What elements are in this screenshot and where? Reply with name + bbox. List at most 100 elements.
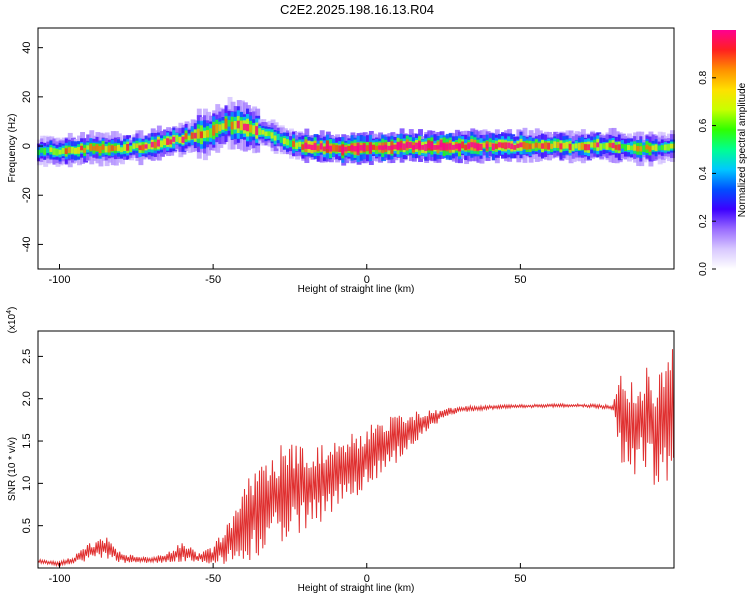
heatmap-cell bbox=[67, 147, 73, 154]
heatmap-cell bbox=[101, 144, 107, 150]
heatmap-cell bbox=[347, 145, 353, 151]
heatmap-cell bbox=[282, 138, 288, 145]
colorbar-tick-label: 0.2 bbox=[698, 214, 709, 228]
heatmap-cell bbox=[110, 145, 116, 151]
heatmap-cell bbox=[550, 143, 556, 149]
heatmap-cell bbox=[163, 138, 168, 146]
y-tick-label: 20 bbox=[21, 91, 33, 103]
heatmap-cell bbox=[451, 144, 457, 150]
heatmap-cell bbox=[590, 142, 596, 148]
heatmap-cell bbox=[55, 148, 61, 156]
y-tick-label: 40 bbox=[21, 42, 33, 54]
heatmap-cell bbox=[43, 147, 49, 155]
heatmap-cell bbox=[362, 144, 368, 151]
heatmap-cell bbox=[73, 147, 79, 154]
heatmap-cell bbox=[531, 143, 537, 149]
spectrogram-y-ticks: -40 -20 0 20 40 bbox=[21, 42, 43, 252]
heatmap-cell bbox=[328, 145, 334, 152]
heatmap-cell bbox=[58, 149, 64, 155]
heatmap-cell bbox=[279, 136, 285, 143]
colorbar-label: Normalized spectral amplitude bbox=[737, 82, 748, 217]
heatmap-cell bbox=[494, 143, 500, 149]
heatmap-cell bbox=[577, 143, 583, 150]
heatmap-cell bbox=[181, 136, 187, 143]
snr-y-ticks: 0.5 1.0 1.5 2.0 2.5 bbox=[21, 349, 43, 533]
heatmap-cell bbox=[196, 128, 202, 139]
heatmap-cell bbox=[430, 142, 436, 150]
snr-y-label: SNR (10 * v/v) bbox=[7, 437, 18, 501]
heatmap-cell bbox=[611, 142, 617, 149]
x-tick-label: 0 bbox=[364, 274, 370, 286]
heatmap-cell bbox=[98, 146, 104, 154]
heatmap-cell bbox=[540, 143, 546, 149]
y-tick-label: -20 bbox=[21, 187, 33, 203]
svg-text:(x104): (x104) bbox=[6, 307, 18, 334]
heatmap-cell bbox=[144, 144, 150, 149]
heatmap-cell bbox=[310, 144, 316, 151]
heatmap-cell bbox=[568, 143, 574, 150]
heatmap-cell bbox=[648, 146, 654, 152]
heatmap-cell bbox=[593, 142, 599, 148]
heatmap-cell bbox=[135, 143, 141, 148]
colorbar-tick-label: 0.6 bbox=[698, 118, 709, 132]
y-tick-label: 2.5 bbox=[21, 349, 33, 364]
snr-panel: -100 -50 0 50 0.5 1.0 1.5 2.0 2.5 Height of str… bbox=[6, 307, 675, 594]
heatmap-cell bbox=[52, 148, 58, 155]
heatmap-cell bbox=[178, 136, 184, 144]
heatmap-cell bbox=[473, 142, 479, 149]
heatmap-cell bbox=[645, 144, 651, 150]
heatmap-cell bbox=[580, 142, 586, 150]
heatmap-cell bbox=[332, 144, 337, 152]
spectrogram-panel: -100 -50 0 50 -40 -20 0 20 40 Height of straigh… bbox=[7, 27, 675, 295]
heatmap-cell bbox=[464, 144, 470, 151]
heatmap-cell bbox=[206, 130, 211, 138]
snr-multiplier-close: ) bbox=[7, 307, 18, 310]
y-tick-label: 1.5 bbox=[21, 433, 33, 448]
heatmap-cell bbox=[313, 143, 319, 150]
heatmap-cell bbox=[70, 147, 76, 154]
heatmap-cell bbox=[587, 144, 592, 151]
heatmap-cell bbox=[596, 142, 602, 148]
heatmap-cell bbox=[544, 142, 549, 150]
heatmap-cell bbox=[497, 142, 503, 148]
heatmap-cell bbox=[120, 147, 125, 153]
heatmap-cell bbox=[212, 125, 218, 136]
heatmap-cell bbox=[95, 144, 101, 152]
heatmap-cell bbox=[46, 147, 52, 153]
heatmap-cell bbox=[553, 141, 559, 148]
heatmap-cell bbox=[470, 142, 476, 148]
heatmap-cell bbox=[491, 143, 497, 151]
heatmap-cell bbox=[393, 144, 399, 150]
heatmap-cell bbox=[285, 139, 291, 146]
heatmap-cell bbox=[623, 144, 629, 152]
heatmap-cell bbox=[353, 146, 359, 152]
heatmap-cell bbox=[141, 144, 147, 151]
heatmap-cell bbox=[350, 144, 356, 151]
heatmap-cell bbox=[325, 144, 331, 149]
heatmap-cell bbox=[64, 148, 70, 154]
heatmap-cell bbox=[298, 141, 304, 147]
heatmap-cell bbox=[408, 142, 414, 148]
heatmap-cell bbox=[289, 140, 294, 147]
snr-multiplier-base: (x10 bbox=[7, 313, 18, 333]
x-tick-label: 50 bbox=[514, 274, 526, 286]
heatmap-cell bbox=[193, 132, 199, 139]
heatmap-cell bbox=[565, 141, 571, 149]
heatmap-cell bbox=[630, 145, 635, 151]
heatmap-cell bbox=[534, 142, 540, 148]
heatmap-cell bbox=[448, 143, 454, 150]
snr-multiplier: (x104) bbox=[6, 307, 18, 334]
x-tick-label: 0 bbox=[364, 573, 370, 585]
heatmap-cell bbox=[605, 142, 611, 150]
heatmap-cell bbox=[61, 147, 67, 154]
heatmap-cell bbox=[458, 144, 463, 151]
heatmap-cell bbox=[436, 145, 442, 150]
heatmap-cell bbox=[513, 145, 519, 150]
heatmap-cell bbox=[356, 145, 362, 153]
heatmap-cell bbox=[270, 132, 276, 139]
heatmap-cell bbox=[273, 135, 279, 141]
heatmap-cell bbox=[574, 143, 580, 149]
heatmap-cell bbox=[583, 144, 589, 151]
spectrogram-frame bbox=[37, 27, 675, 270]
heatmap-cell bbox=[89, 143, 95, 151]
